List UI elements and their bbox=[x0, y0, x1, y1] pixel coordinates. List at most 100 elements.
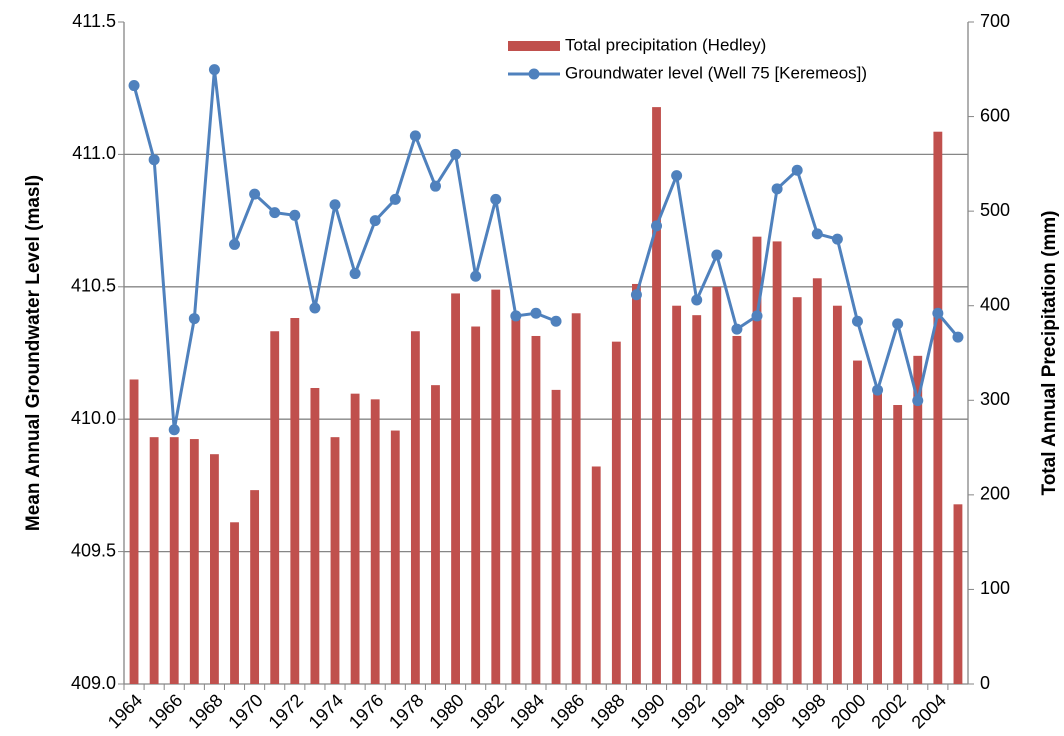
point bbox=[952, 331, 964, 343]
x-tick-label: 1964 bbox=[104, 690, 146, 732]
point bbox=[731, 323, 743, 335]
y2-tick-label: 0 bbox=[980, 673, 990, 693]
point bbox=[229, 238, 241, 250]
point bbox=[510, 310, 522, 322]
point bbox=[630, 289, 642, 301]
legend-text: Groundwater level (Well 75 [Keremeos]) bbox=[565, 63, 867, 82]
bar bbox=[390, 430, 400, 684]
point bbox=[671, 170, 683, 182]
point bbox=[711, 249, 723, 261]
bar bbox=[189, 439, 199, 684]
y-tick-label: 409.5 bbox=[71, 540, 116, 560]
x-tick-label: 1976 bbox=[345, 690, 387, 732]
bar bbox=[169, 437, 179, 684]
point bbox=[771, 183, 783, 195]
bar bbox=[471, 326, 481, 684]
x-tick-label: 1984 bbox=[506, 690, 548, 732]
y-tick-label: 411.0 bbox=[72, 143, 116, 163]
bar bbox=[350, 393, 360, 684]
x-tick-label: 1970 bbox=[224, 690, 266, 732]
x-tick-label: 1992 bbox=[666, 690, 708, 732]
bar bbox=[310, 387, 320, 684]
bar bbox=[451, 293, 460, 684]
point bbox=[490, 193, 502, 205]
y-tick-label: 410.5 bbox=[71, 276, 116, 296]
point bbox=[450, 148, 462, 160]
x-tick-label: 1998 bbox=[787, 690, 829, 732]
bar bbox=[431, 385, 440, 684]
point bbox=[369, 215, 381, 227]
bar bbox=[893, 405, 903, 684]
x-tick-label: 1994 bbox=[707, 690, 749, 732]
point bbox=[309, 302, 321, 314]
point bbox=[651, 220, 663, 232]
bar bbox=[611, 341, 621, 684]
point bbox=[389, 193, 401, 205]
point bbox=[791, 164, 803, 176]
bar bbox=[511, 313, 521, 684]
bar bbox=[270, 331, 280, 684]
x-tick-label: 1982 bbox=[465, 690, 507, 732]
y2-axis-title: Total Annual Precipitation (mm) bbox=[1039, 210, 1060, 495]
x-tick-label: 2002 bbox=[867, 690, 909, 732]
point bbox=[188, 313, 200, 325]
bar bbox=[149, 437, 159, 684]
bar bbox=[491, 289, 501, 684]
bar bbox=[873, 387, 882, 684]
bar bbox=[752, 236, 762, 685]
bar bbox=[531, 335, 541, 684]
bar bbox=[250, 490, 260, 684]
point bbox=[872, 384, 884, 396]
bar bbox=[410, 331, 420, 684]
point bbox=[851, 315, 863, 327]
y2-tick-label: 400 bbox=[980, 294, 1010, 314]
x-tick-label: 1988 bbox=[586, 690, 628, 732]
point bbox=[349, 268, 361, 280]
x-tick-label: 1968 bbox=[184, 690, 226, 732]
point bbox=[470, 270, 482, 282]
y2-tick-label: 300 bbox=[980, 389, 1010, 409]
point bbox=[550, 315, 562, 327]
x-tick-label: 1980 bbox=[425, 690, 467, 732]
bar bbox=[591, 466, 601, 684]
point bbox=[168, 424, 180, 436]
x-tick-label: 2004 bbox=[908, 690, 950, 732]
point bbox=[128, 80, 140, 92]
y2-tick-label: 600 bbox=[980, 105, 1010, 125]
bar bbox=[853, 360, 862, 684]
x-tick-label: 2000 bbox=[827, 690, 869, 732]
y-axis-title: Mean Annual Groundwater Level (masl) bbox=[23, 175, 44, 531]
y2-tick-label: 500 bbox=[980, 200, 1010, 220]
x-tick-label: 1986 bbox=[546, 690, 588, 732]
point bbox=[148, 154, 160, 166]
bar bbox=[792, 297, 802, 684]
y2-tick-label: 700 bbox=[980, 11, 1010, 31]
x-tick-label: 1972 bbox=[265, 690, 307, 732]
bar bbox=[571, 313, 581, 684]
bar bbox=[230, 522, 239, 684]
point bbox=[429, 180, 441, 192]
bar bbox=[832, 305, 842, 684]
x-tick-label: 1974 bbox=[305, 690, 347, 732]
point bbox=[329, 199, 341, 211]
point bbox=[912, 395, 924, 407]
y2-tick-label: 100 bbox=[980, 578, 1010, 598]
y2-tick-label: 200 bbox=[980, 484, 1010, 504]
point bbox=[932, 307, 944, 319]
point bbox=[831, 233, 843, 245]
y-tick-label: 411.5 bbox=[72, 11, 116, 31]
bar bbox=[913, 355, 923, 684]
bar bbox=[210, 454, 219, 684]
bar bbox=[632, 283, 641, 684]
point bbox=[811, 228, 823, 240]
y-tick-label: 410.0 bbox=[71, 408, 116, 428]
legend-swatch bbox=[508, 41, 560, 51]
bar bbox=[692, 315, 702, 684]
bar bbox=[772, 241, 782, 685]
bar bbox=[712, 286, 722, 684]
point bbox=[751, 310, 763, 322]
point bbox=[269, 207, 281, 219]
x-tick-label: 1990 bbox=[626, 690, 668, 732]
legend-text: Total precipitation (Hedley) bbox=[565, 35, 766, 54]
